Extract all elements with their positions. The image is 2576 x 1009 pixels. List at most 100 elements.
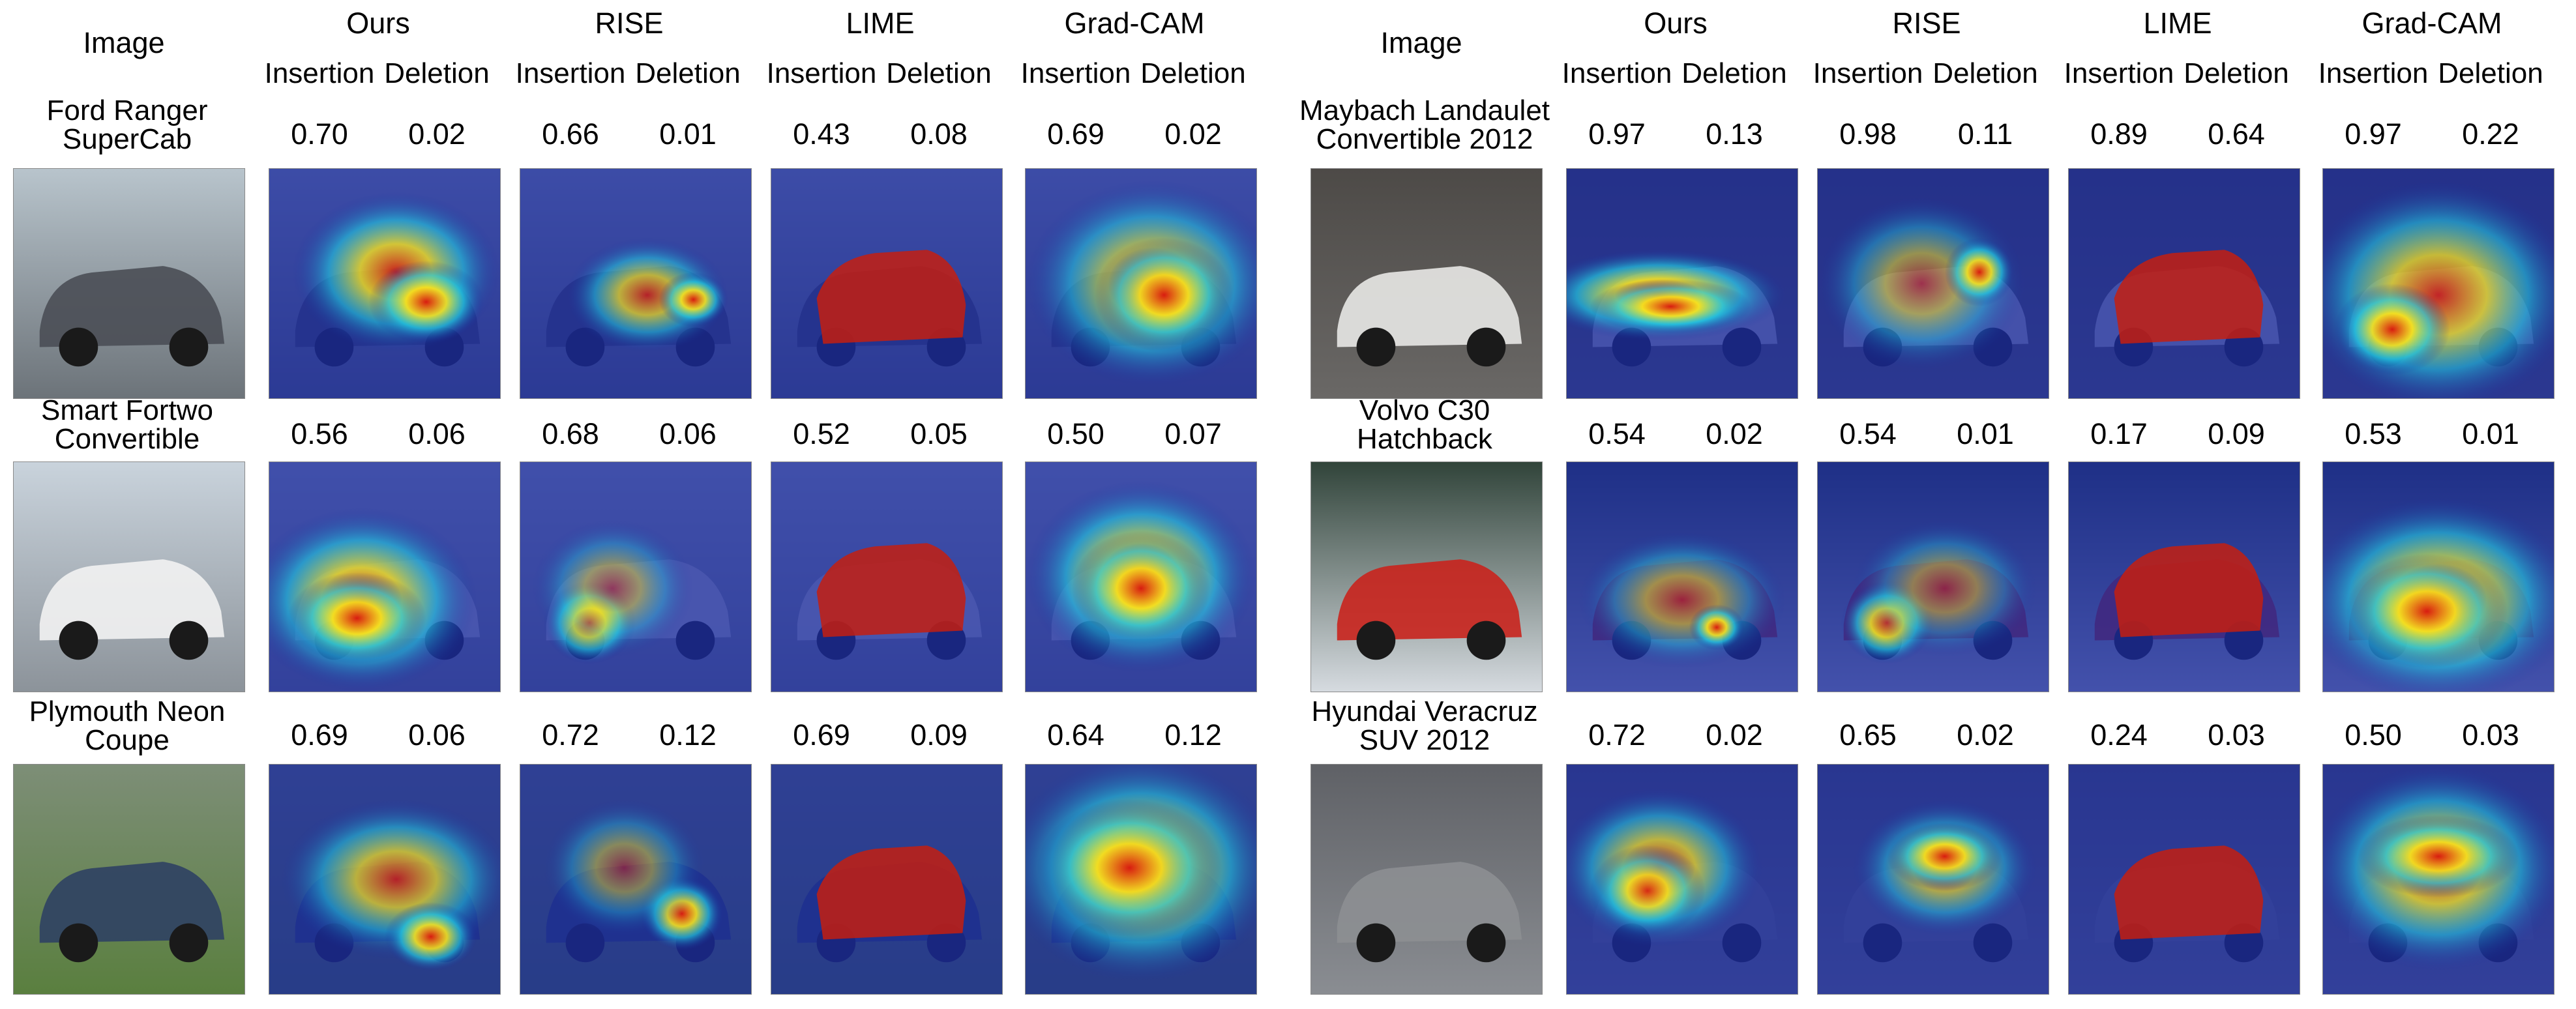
lime-deletion-score: 0.05 xyxy=(910,417,968,450)
ours-deletion-score: 0.06 xyxy=(408,417,466,450)
header-deletion: Deletion xyxy=(1140,57,1246,89)
lime-insertion-score: 0.17 xyxy=(2090,417,2148,450)
header-method-gradcam: Grad-CAM xyxy=(2361,7,2502,40)
header-insertion: Insertion xyxy=(1562,57,1672,89)
gradcam-deletion-score: 0.12 xyxy=(1164,718,1222,752)
header-insertion: Insertion xyxy=(264,57,375,89)
ours-insertion-score: 0.97 xyxy=(1588,117,1646,151)
row-label-line: SUV 2012 xyxy=(1359,724,1490,756)
ours-saliency-map xyxy=(1566,461,1798,692)
rise-saliency-map xyxy=(1817,461,2049,692)
input-image xyxy=(1310,461,1543,692)
rise-saliency-map xyxy=(1817,168,2049,399)
rise-deletion-score: 0.12 xyxy=(659,718,717,752)
gradcam-deletion-score: 0.01 xyxy=(2462,417,2519,450)
header-deletion: Deletion xyxy=(635,57,741,89)
lime-deletion-score: 0.03 xyxy=(2208,718,2265,752)
lime-insertion-score: 0.89 xyxy=(2090,117,2148,151)
gradcam-insertion-score: 0.50 xyxy=(1047,417,1104,450)
ours-saliency-map xyxy=(269,764,501,995)
rise-deletion-score: 0.06 xyxy=(659,417,717,450)
lime-insertion-score: 0.52 xyxy=(793,417,850,450)
lime-saliency-map xyxy=(771,168,1003,399)
header-method-gradcam: Grad-CAM xyxy=(1064,7,1205,40)
gradcam-saliency-map xyxy=(2322,461,2554,692)
header-deletion: Deletion xyxy=(886,57,992,89)
header-insertion: Insertion xyxy=(2064,57,2174,89)
header-method-ours: Ours xyxy=(346,7,410,40)
row-label-line: Convertible xyxy=(54,423,200,455)
rise-insertion-score: 0.68 xyxy=(542,417,599,450)
header-method-lime: LIME xyxy=(846,7,915,40)
header-insertion: Insertion xyxy=(766,57,877,89)
rise-insertion-score: 0.98 xyxy=(1839,117,1897,151)
gradcam-saliency-map xyxy=(1025,461,1257,692)
row-label-line: Convertible 2012 xyxy=(1316,123,1533,155)
header-deletion: Deletion xyxy=(2438,57,2543,89)
panel-right: Image Ours RISE LIME Grad-CAM Insertion … xyxy=(1297,0,2576,1009)
input-image xyxy=(13,168,245,399)
row-label: Hyundai Veracruz SUV 2012 xyxy=(1297,697,1552,755)
row-label-line: Hyundai Veracruz xyxy=(1311,695,1538,727)
row-label-line: SuperCab xyxy=(62,123,192,155)
row-label: Ford Ranger SuperCab xyxy=(0,96,254,154)
row-label: Maybach Landaulet Convertible 2012 xyxy=(1297,96,1552,154)
ours-saliency-map xyxy=(1566,168,1798,399)
row-label-line: Smart Fortwo xyxy=(40,394,214,426)
header-deletion: Deletion xyxy=(1681,57,1787,89)
gradcam-deletion-score: 0.07 xyxy=(1164,417,1222,450)
rise-insertion-score: 0.54 xyxy=(1839,417,1897,450)
rise-deletion-score: 0.01 xyxy=(1957,417,2014,450)
row-label: Volvo C30 Hatchback xyxy=(1297,396,1552,454)
header-method-rise: RISE xyxy=(1892,7,1961,40)
input-image xyxy=(13,764,245,995)
rise-insertion-score: 0.65 xyxy=(1839,718,1897,752)
ours-insertion-score: 0.56 xyxy=(291,417,348,450)
header-deletion: Deletion xyxy=(2184,57,2289,89)
header-insertion: Insertion xyxy=(515,57,626,89)
lime-saliency-map xyxy=(2068,764,2300,995)
row-label: Plymouth Neon Coupe xyxy=(0,697,254,755)
rise-deletion-score: 0.11 xyxy=(1957,117,2013,151)
ours-saliency-map xyxy=(269,168,501,399)
ours-deletion-score: 0.02 xyxy=(1706,718,1763,752)
lime-saliency-map xyxy=(771,764,1003,995)
gradcam-deletion-score: 0.22 xyxy=(2462,117,2519,151)
gradcam-insertion-score: 0.53 xyxy=(2345,417,2402,450)
rise-deletion-score: 0.02 xyxy=(1957,718,2014,752)
header-method-lime: LIME xyxy=(2143,7,2212,40)
row-label-line: Ford Ranger xyxy=(46,95,208,126)
gradcam-saliency-map xyxy=(1025,168,1257,399)
gradcam-saliency-map xyxy=(1025,764,1257,995)
gradcam-insertion-score: 0.64 xyxy=(1047,718,1104,752)
rise-insertion-score: 0.72 xyxy=(542,718,599,752)
input-image xyxy=(1310,168,1543,399)
row-label-line: Hatchback xyxy=(1357,423,1492,455)
row-label-line: Maybach Landaulet xyxy=(1299,95,1550,126)
gradcam-insertion-score: 0.69 xyxy=(1047,117,1104,151)
lime-deletion-score: 0.08 xyxy=(910,117,968,151)
row-label: Smart Fortwo Convertible xyxy=(0,396,254,454)
header-insertion: Insertion xyxy=(2318,57,2429,89)
gradcam-insertion-score: 0.97 xyxy=(2345,117,2402,151)
ours-insertion-score: 0.72 xyxy=(1588,718,1646,752)
gradcam-insertion-score: 0.50 xyxy=(2345,718,2402,752)
header-method-rise: RISE xyxy=(595,7,664,40)
lime-insertion-score: 0.43 xyxy=(793,117,850,151)
ours-saliency-map xyxy=(1566,764,1798,995)
gradcam-deletion-score: 0.03 xyxy=(2462,718,2519,752)
lime-deletion-score: 0.64 xyxy=(2208,117,2265,151)
gradcam-saliency-map xyxy=(2322,168,2554,399)
lime-saliency-map xyxy=(2068,168,2300,399)
rise-saliency-map xyxy=(520,764,752,995)
lime-insertion-score: 0.69 xyxy=(793,718,850,752)
ours-deletion-score: 0.06 xyxy=(408,718,466,752)
rise-insertion-score: 0.66 xyxy=(542,117,599,151)
row-label-line: Plymouth Neon xyxy=(29,695,226,727)
ours-insertion-score: 0.69 xyxy=(291,718,348,752)
header-method-ours: Ours xyxy=(1644,7,1708,40)
ours-deletion-score: 0.02 xyxy=(408,117,466,151)
lime-saliency-map xyxy=(2068,461,2300,692)
header-deletion: Deletion xyxy=(384,57,490,89)
header-image: Image xyxy=(1380,26,1462,59)
